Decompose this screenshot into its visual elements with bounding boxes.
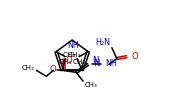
Text: CH₃: CH₃ [22,65,34,71]
Text: O: O [66,56,72,65]
Text: CH₃: CH₃ [73,59,86,64]
Text: CH₃: CH₃ [85,82,98,88]
Text: CH₃: CH₃ [58,59,72,64]
Text: O: O [132,52,139,61]
Text: CH₃: CH₃ [68,52,81,58]
Text: N: N [93,59,100,68]
Text: CH₃: CH₃ [62,52,76,58]
Text: H₂N: H₂N [95,38,110,47]
Text: N: N [92,56,98,65]
Text: O: O [50,65,57,74]
Text: NH: NH [105,59,117,68]
Text: NH: NH [67,41,79,50]
